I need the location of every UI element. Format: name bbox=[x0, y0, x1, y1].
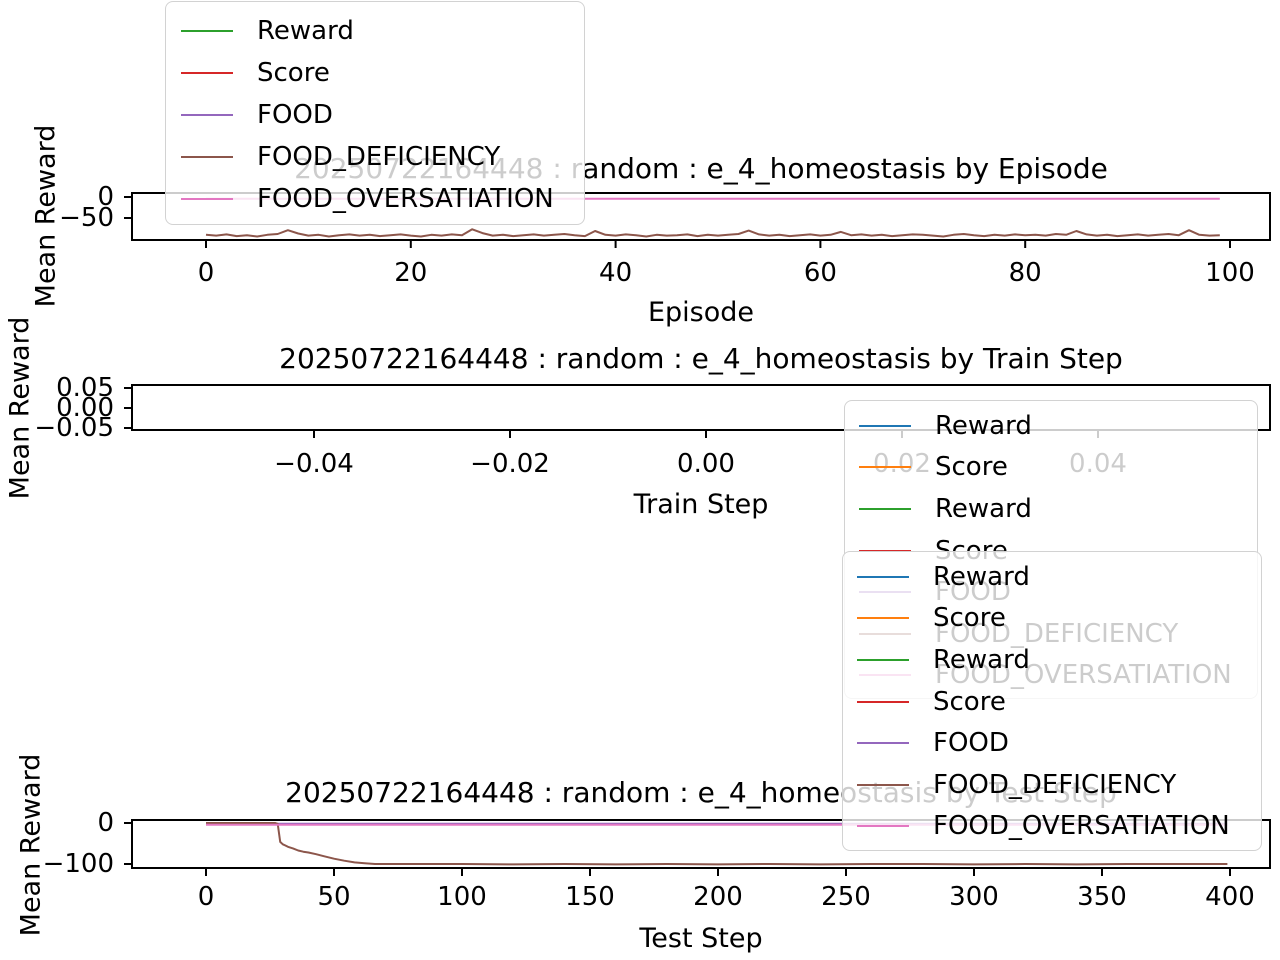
legend-line-sample bbox=[181, 156, 233, 158]
y-tick-label: 0 bbox=[97, 808, 114, 838]
legend-item-label: Reward bbox=[933, 561, 1030, 592]
legend-line-sample bbox=[857, 825, 909, 828]
x-tick-label: −0.02 bbox=[470, 449, 550, 479]
x-tick-label: 50 bbox=[317, 882, 351, 912]
legend-item-label: FOOD bbox=[257, 100, 333, 130]
legend-item-label: Reward bbox=[257, 16, 354, 46]
legend-item: Reward bbox=[857, 639, 1261, 681]
legend-item: FOOD bbox=[181, 94, 584, 136]
x-tick-label: 150 bbox=[565, 882, 615, 912]
train-chart-title: 20250722164448 : random : e_4_homeostasi… bbox=[279, 342, 1123, 375]
x-tick-label: 80 bbox=[1008, 258, 1042, 288]
legend-item: Reward bbox=[857, 556, 1261, 598]
legend-line-sample bbox=[857, 658, 909, 661]
legend-item-label: Reward bbox=[935, 410, 1032, 441]
x-tick-label: 40 bbox=[599, 258, 633, 288]
legend-item-label: Score bbox=[933, 603, 1006, 634]
legend-item-label: FOOD_OVERSATIATION bbox=[933, 811, 1230, 842]
x-tick-label: 200 bbox=[693, 882, 743, 912]
legend-item: FOOD_OVERSATIATION bbox=[181, 178, 584, 220]
legend-line-sample bbox=[181, 72, 233, 74]
episode-legend: Reward Score FOOD FOOD_DEFICIENCY FOOD_OVERS… bbox=[165, 1, 585, 225]
x-tick-label: 0.00 bbox=[677, 449, 735, 479]
legend-item-label: Reward bbox=[933, 644, 1030, 675]
y-tick-label: 0 bbox=[97, 182, 114, 212]
test-y-axis-label: Mean Reward bbox=[15, 753, 47, 937]
legend-line-sample bbox=[859, 424, 911, 427]
train-x-axis-label: Train Step bbox=[633, 489, 769, 520]
y-tick-label: 0.00 bbox=[56, 393, 114, 423]
legend-line-sample bbox=[857, 700, 909, 703]
legend-item-label: FOOD_OVERSATIATION bbox=[257, 184, 554, 214]
test-x-axis-label: Test Step bbox=[639, 923, 763, 954]
legend-item-label: Reward bbox=[935, 493, 1032, 524]
x-tick-label: 100 bbox=[437, 882, 487, 912]
legend-item-label: FOOD_DEFICIENCY bbox=[257, 142, 501, 172]
episode-x-axis-label: Episode bbox=[647, 297, 755, 328]
legend-item: Reward bbox=[181, 10, 584, 52]
legend-line-sample bbox=[857, 575, 909, 578]
axes-frame bbox=[131, 819, 1271, 869]
y-tick-label: −100 bbox=[42, 849, 114, 879]
x-tick-label: 100 bbox=[1205, 258, 1255, 288]
legend-line-sample bbox=[857, 783, 909, 786]
legend-line-sample bbox=[857, 617, 909, 620]
y-tick-label: −0.05 bbox=[34, 413, 114, 443]
x-tick-label: 300 bbox=[949, 882, 999, 912]
axes-frame bbox=[131, 192, 1271, 241]
legend-line-sample bbox=[859, 466, 911, 469]
legend-item: Reward bbox=[859, 488, 1257, 530]
legend-item-label: Score bbox=[933, 686, 1006, 717]
legend-item: FOOD_DEFICIENCY bbox=[181, 136, 584, 178]
series-line-FOOD_DEFICIENCY bbox=[205, 228, 1220, 238]
legend-item-label: FOOD_DEFICIENCY bbox=[933, 769, 1177, 800]
legend-item-label: FOOD bbox=[933, 728, 1009, 759]
y-tick-label: −50 bbox=[59, 203, 114, 233]
legend-line-sample bbox=[857, 742, 909, 745]
legend-item: FOOD_OVERSATIATION bbox=[857, 806, 1261, 848]
x-tick-label: 400 bbox=[1205, 882, 1255, 912]
x-tick-label: 0 bbox=[197, 258, 215, 288]
x-tick-label: 350 bbox=[1077, 882, 1127, 912]
legend-line-sample bbox=[181, 30, 233, 32]
x-tick-label: 20 bbox=[394, 258, 428, 288]
legend-item: Reward bbox=[859, 405, 1257, 447]
series-line-FOOD_DEFICIENCY bbox=[206, 822, 1228, 866]
legend-item: Score bbox=[859, 447, 1257, 489]
legend-item: Score bbox=[181, 52, 584, 94]
test-step-legend: Reward Score Reward Score FOOD FOOD_DEFICIENC… bbox=[842, 551, 1262, 851]
legend-item: FOOD_DEFICIENCY bbox=[857, 764, 1261, 806]
legend-item-label: Score bbox=[935, 452, 1008, 483]
x-tick-label: 250 bbox=[821, 882, 871, 912]
legend-item-label: Score bbox=[257, 58, 330, 88]
legend-item: FOOD bbox=[857, 722, 1261, 764]
legend-line-sample bbox=[859, 549, 911, 552]
x-tick-label: 60 bbox=[803, 258, 837, 288]
y-tick-label: 0.05 bbox=[56, 373, 114, 403]
legend-item: Score bbox=[857, 598, 1261, 640]
legend-item: Score bbox=[857, 681, 1261, 723]
legend-line-sample bbox=[181, 198, 233, 200]
legend-line-sample bbox=[859, 507, 911, 510]
x-tick-label: 0 bbox=[197, 882, 215, 912]
x-tick-label: −0.04 bbox=[274, 449, 354, 479]
legend-line-sample bbox=[181, 114, 233, 116]
